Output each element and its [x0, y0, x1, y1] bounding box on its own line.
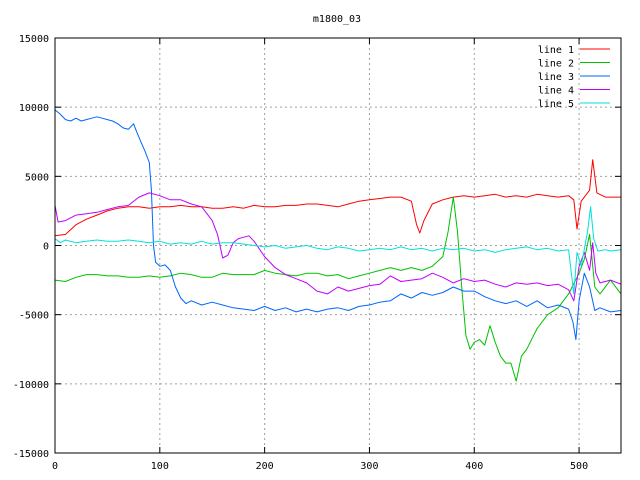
- legend-label: line 5: [538, 99, 574, 110]
- series-line-5: [54, 206, 622, 295]
- x-tick-label: 300: [360, 461, 378, 472]
- y-tick-label: 10000: [19, 103, 49, 114]
- x-tick-label: 100: [151, 461, 169, 472]
- legend: line 1 line 2 line 3 line 4 line 5: [538, 45, 610, 110]
- axis-ticks: 0 100 200 300 400 500 -15000 -10000 -5000 0 5000 10…: [13, 34, 621, 472]
- legend-label: line 3: [538, 72, 574, 83]
- x-tick-label: 0: [52, 461, 58, 472]
- y-tick-label: -10000: [13, 380, 49, 391]
- series-line-3: [54, 109, 622, 341]
- legend-label: line 1: [538, 45, 574, 56]
- series-layer: [54, 109, 622, 382]
- chart-title: m1800_03: [313, 14, 361, 25]
- x-tick-label: 400: [465, 461, 483, 472]
- legend-label: line 2: [538, 59, 574, 70]
- y-tick-label: 0: [43, 242, 49, 253]
- series-line-2: [54, 196, 622, 382]
- x-tick-label: 500: [570, 461, 588, 472]
- legend-label: line 4: [538, 86, 574, 97]
- y-tick-label: 15000: [19, 34, 49, 45]
- grid-lines: [55, 38, 621, 453]
- y-tick-label: -5000: [19, 311, 49, 322]
- y-tick-label: 5000: [25, 172, 49, 183]
- series-line-4: [54, 192, 622, 302]
- x-tick-label: 200: [256, 461, 274, 472]
- series-line-1: [54, 159, 621, 237]
- y-tick-label: -15000: [13, 449, 49, 460]
